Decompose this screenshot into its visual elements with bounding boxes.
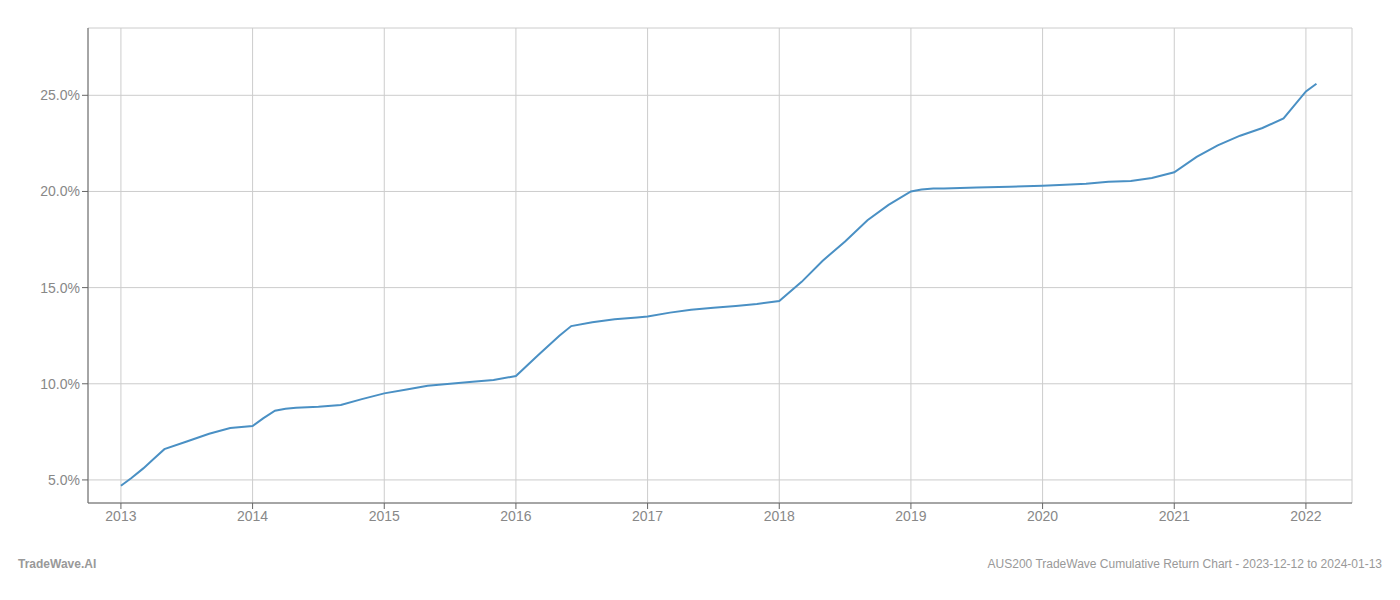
svg-text:2016: 2016: [500, 508, 531, 524]
html-text:AUS200 TradeWave Cumulative Re: AUS200 TradeWave Cumulative Return Chart…: [987, 557, 1382, 571]
svg-text:2018: 2018: [764, 508, 795, 524]
svg-text:2015: 2015: [369, 508, 400, 524]
html-text:TradeWave.AI: TradeWave.AI: [18, 557, 97, 571]
svg-text:10.0%: 10.0%: [40, 376, 80, 392]
svg-text:2022: 2022: [1290, 508, 1321, 524]
svg-text:15.0%: 15.0%: [40, 280, 80, 296]
svg-text:2014: 2014: [237, 508, 268, 524]
svg-text:2017: 2017: [632, 508, 663, 524]
svg-text:2013: 2013: [105, 508, 136, 524]
svg-text:2019: 2019: [895, 508, 926, 524]
svg-text:2020: 2020: [1027, 508, 1058, 524]
svg-text:5.0%: 5.0%: [48, 472, 80, 488]
svg-text:25.0%: 25.0%: [40, 87, 80, 103]
svg-text:20.0%: 20.0%: [40, 183, 80, 199]
svg-text:2021: 2021: [1159, 508, 1190, 524]
